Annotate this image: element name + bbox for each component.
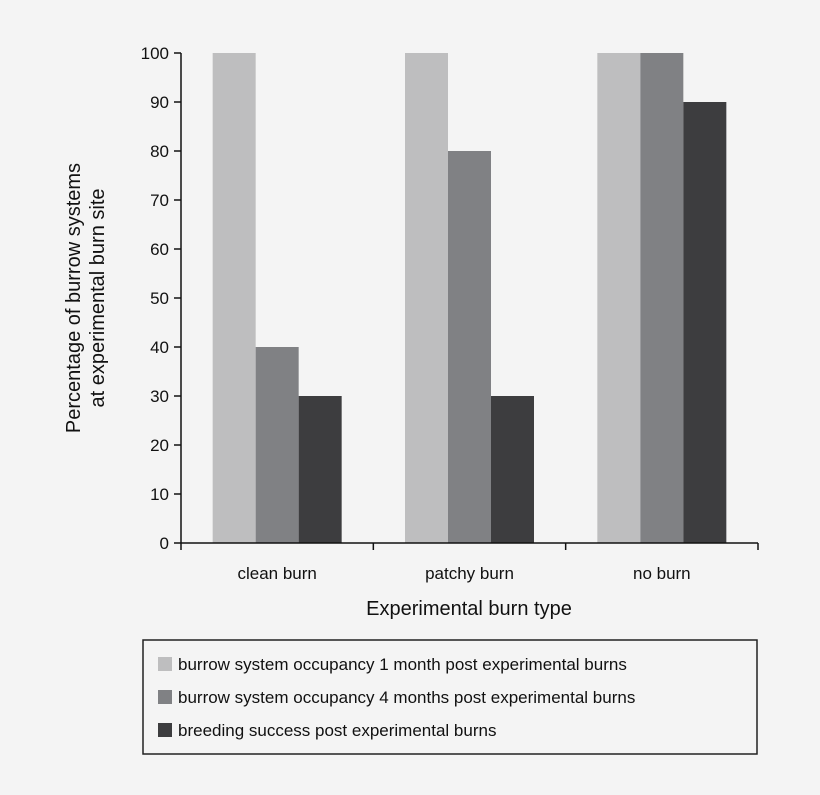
legend-swatch-2	[158, 690, 172, 704]
y-tick-label: 100	[141, 44, 169, 63]
y-axis-title-line-2: at experimental burn site	[87, 188, 109, 407]
y-tick-label: 50	[150, 289, 169, 308]
y-tick-label: 90	[150, 93, 169, 112]
legend-label-1: burrow system occupancy 1 month post exp…	[178, 655, 627, 674]
bar-patchy-burn-series-1	[405, 53, 448, 543]
legend-label-2: burrow system occupancy 4 months post ex…	[178, 688, 635, 707]
bar-clean-burn-series-1	[212, 53, 256, 543]
legend: burrow system occupancy 1 month post exp…	[142, 639, 758, 755]
bar-no-burn-series-3	[683, 102, 727, 543]
legend-swatch-1	[158, 657, 172, 671]
bar-patchy-burn-series-2	[448, 151, 491, 543]
x-axis-title: Experimental burn type	[366, 598, 572, 620]
y-axis-title-line-1: Percentage of burrow systems	[63, 163, 85, 433]
y-tick-label: 40	[150, 338, 169, 357]
bar-no-burn-series-2	[640, 53, 684, 543]
bar-no-burn-series-1	[597, 53, 641, 543]
x-category-label-clean-burn: clean burn	[237, 564, 316, 583]
y-tick-label: 70	[150, 191, 169, 210]
y-tick-label: 30	[150, 387, 169, 406]
legend-label-3: breeding success post experimental burns	[178, 721, 496, 740]
y-tick-label: 20	[150, 436, 169, 455]
bars-group	[212, 53, 727, 543]
x-category-label-no-burn: no burn	[633, 564, 691, 583]
y-tick-label: 60	[150, 240, 169, 259]
y-axis: 0 10 20 30 40 50 60 70 80 90 100	[141, 44, 182, 553]
y-tick-label: 0	[160, 534, 169, 553]
y-tick-label: 10	[150, 485, 169, 504]
x-axis: clean burn patchy burn no burn	[180, 542, 759, 583]
legend-swatch-3	[158, 723, 172, 737]
x-category-label-patchy-burn: patchy burn	[425, 564, 514, 583]
bar-clean-burn-series-3	[298, 396, 342, 543]
legend-box	[142, 639, 758, 755]
bar-clean-burn-series-2	[255, 347, 299, 543]
y-tick-label: 80	[150, 142, 169, 161]
bar-patchy-burn-series-3	[491, 396, 534, 543]
